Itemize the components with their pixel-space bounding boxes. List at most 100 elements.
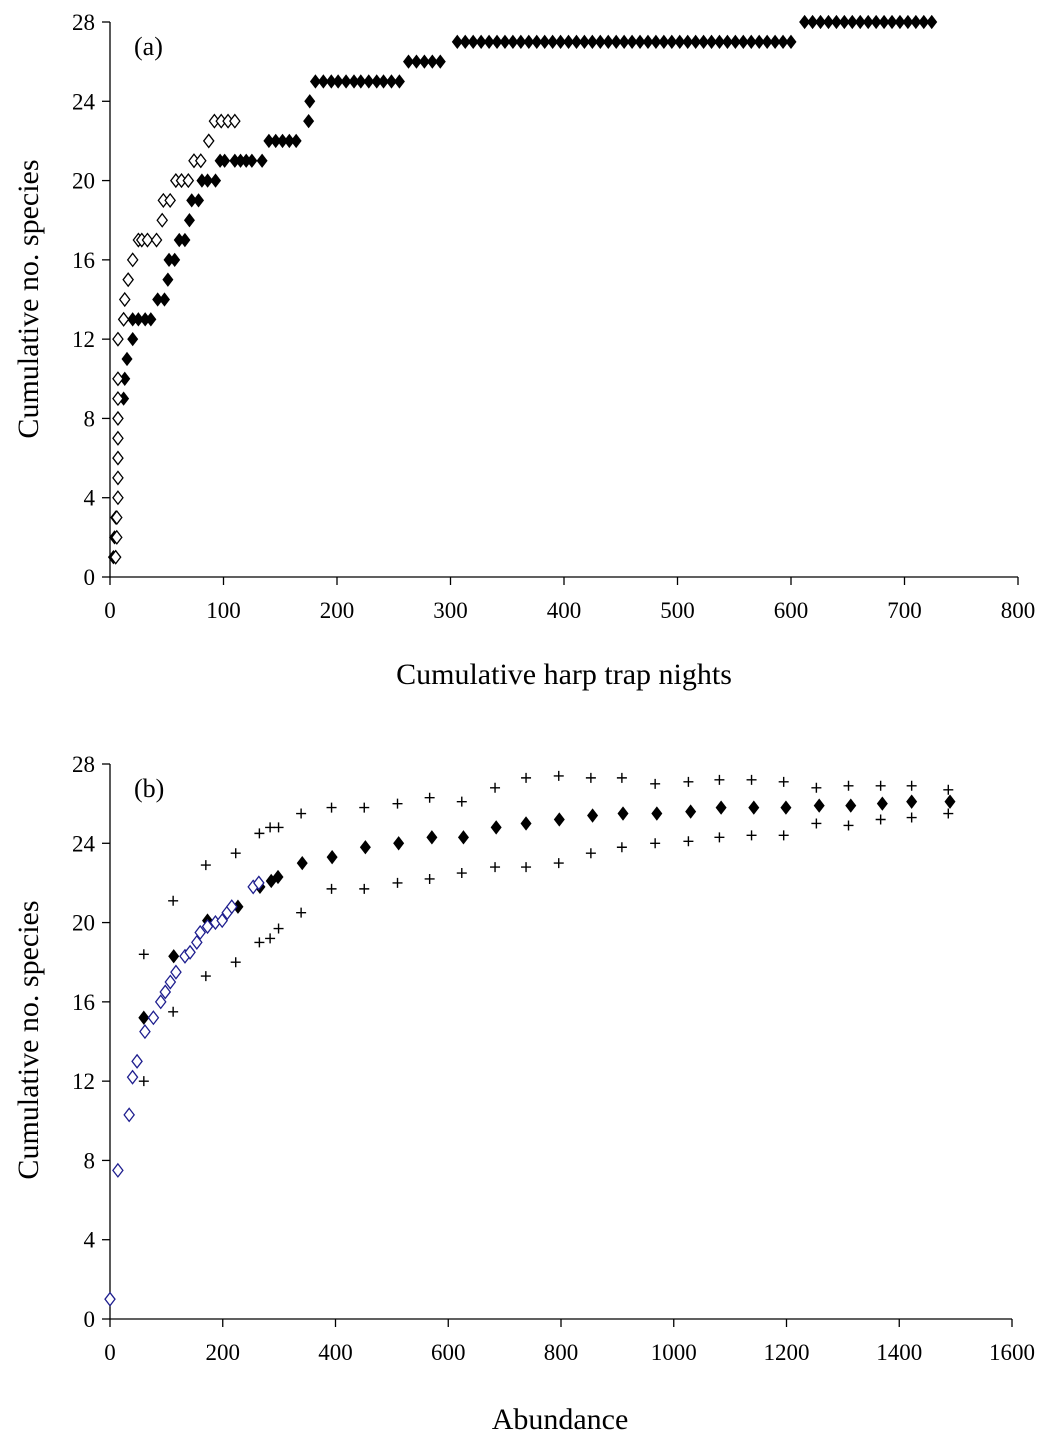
filled-diamond-point — [523, 34, 535, 49]
plus-point — [168, 895, 179, 906]
filled-diamond-point — [906, 794, 918, 809]
plus-point — [273, 822, 284, 833]
open-diamond-point — [202, 133, 215, 149]
filled-diamond-point — [658, 34, 670, 49]
plus-point — [683, 776, 694, 787]
filled-diamond-point — [838, 14, 850, 30]
filled-diamond-point — [363, 74, 375, 89]
plus-point — [392, 877, 403, 888]
filled-diamond-point — [158, 292, 170, 307]
open-diamond-point — [150, 232, 163, 248]
filled-diamond-point — [246, 153, 258, 168]
filled-diamond-point — [944, 794, 956, 809]
filled-diamond-point — [290, 133, 302, 149]
filled-diamond-point — [610, 34, 622, 49]
y-tick-label: 28 — [72, 752, 95, 777]
filled-diamond-point — [785, 34, 797, 49]
x-tick-label: 100 — [206, 598, 241, 623]
y-tick-label: 8 — [84, 406, 96, 431]
filled-diamond-point — [902, 14, 914, 30]
x-tick-label: 200 — [320, 598, 355, 623]
plus-point — [943, 784, 954, 795]
plus-point — [326, 802, 337, 813]
filled-diamond-point — [451, 34, 463, 49]
filled-diamond-point — [507, 34, 519, 49]
filled-diamond-point — [626, 34, 638, 49]
plus-point — [138, 949, 149, 960]
filled-diamond-point — [666, 34, 678, 49]
filled-diamond-point — [748, 800, 760, 815]
plus-point — [616, 772, 627, 783]
filled-diamond-point — [145, 312, 157, 327]
filled-diamond-point — [457, 830, 469, 845]
filled-diamond-point — [127, 331, 139, 347]
open-diamond-point — [110, 509, 123, 526]
y-tick-label: 16 — [72, 248, 95, 273]
filled-diamond-point — [698, 34, 710, 49]
y-tick-label: 12 — [72, 327, 95, 352]
open-diamond-point — [112, 430, 124, 446]
axis-ticks: 0 200 400 600 800 1000 1200 1400 1600 0 4 8 12 16 20 24… — [72, 752, 1035, 1365]
filled-diamond-point — [426, 830, 438, 845]
open-diamond-point — [201, 918, 214, 935]
x-axis-title: Cumulative harp trap nights — [396, 658, 732, 691]
plus-point — [326, 883, 337, 894]
panel-b: 0 200 400 600 800 1000 1200 1400 1600 0 4 8 12 16 20 24… — [12, 752, 1035, 1435]
plus-point — [714, 832, 725, 843]
plus-point — [254, 828, 265, 839]
plus-point — [746, 774, 757, 785]
x-tick-label: 1600 — [989, 1340, 1035, 1365]
filled-diamond-point — [202, 173, 214, 188]
filled-diamond-point — [685, 804, 697, 819]
y-axis-title: Cumulative no. species — [12, 159, 45, 438]
open-diamond-point — [159, 984, 172, 1000]
panel-label: (b) — [134, 774, 164, 803]
y-axis-title: Cumulative no. species — [12, 900, 45, 1179]
filled-diamond-point — [706, 34, 718, 49]
open-diamond-point — [216, 913, 229, 929]
filled-diamond-point — [674, 34, 686, 49]
filled-diamond-point — [586, 34, 598, 49]
y-tick-label: 24 — [72, 89, 96, 114]
plus-point — [273, 923, 284, 934]
x-tick-label: 600 — [431, 1340, 466, 1365]
open-diamond-point — [229, 113, 241, 129]
x-tick-label: 400 — [547, 598, 582, 623]
open-diamond-point — [112, 450, 124, 466]
filled-diamond-point — [642, 34, 654, 49]
filled-diamond-point — [555, 34, 567, 49]
filled-diamond-point — [162, 272, 174, 287]
x-tick-label: 200 — [206, 1340, 241, 1365]
plus-point — [424, 792, 435, 803]
filled-diamond-point — [193, 193, 205, 208]
plus-point — [746, 830, 757, 841]
open-diamond-point — [184, 944, 196, 960]
plus-point — [200, 860, 211, 871]
open-diamond-point — [112, 391, 124, 407]
open-diamond-point — [194, 153, 207, 169]
filled-diamond-point — [378, 74, 390, 89]
open-diamond-point — [117, 311, 130, 327]
filled-diamond-point — [753, 34, 765, 49]
open-diamond-point — [112, 410, 124, 426]
open-diamond-point — [170, 964, 182, 980]
plus-point — [521, 772, 532, 783]
filled-diamond-point — [309, 74, 321, 89]
plus-point — [683, 836, 694, 847]
filled-diamond-point — [799, 14, 811, 30]
plus-point — [490, 782, 501, 793]
filled-diamond-point — [926, 14, 938, 30]
plus-point — [490, 862, 501, 873]
y-tick-label: 20 — [72, 911, 95, 936]
open-diamond-point — [154, 994, 167, 1010]
plus-point — [811, 782, 822, 793]
filled-diamond-point — [326, 850, 338, 865]
x-axis-title: Abundance — [492, 1403, 629, 1435]
filled-diamond-point — [769, 34, 781, 49]
open-diamond-point — [194, 924, 207, 941]
open-diamond-point — [131, 1053, 143, 1069]
plus-point — [650, 778, 661, 789]
plus-point — [778, 830, 789, 841]
open-diamond-point — [118, 291, 131, 308]
